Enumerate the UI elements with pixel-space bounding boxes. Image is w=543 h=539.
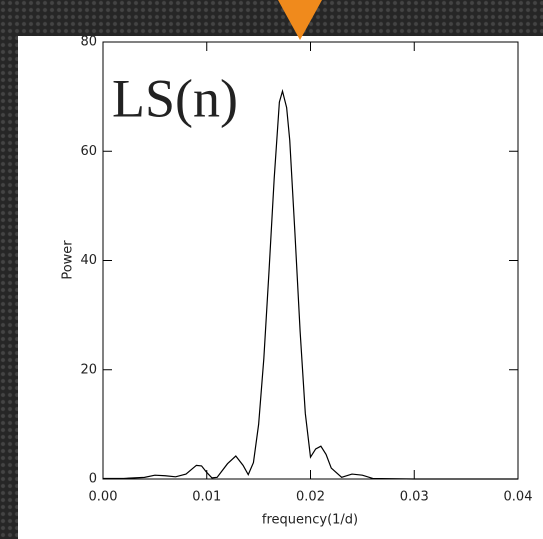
data-line bbox=[103, 88, 518, 480]
x-tick-label: 0.01 bbox=[192, 490, 221, 505]
pointer-triangle bbox=[278, 0, 322, 40]
x-tick-label: 0.04 bbox=[504, 490, 533, 505]
slide-panel bbox=[18, 36, 543, 539]
x-tick-label: 0.00 bbox=[89, 490, 118, 505]
y-tick-label: 0 bbox=[89, 472, 97, 487]
y-axis-label: Power bbox=[61, 240, 76, 280]
x-axis-label: frequency(1/d) bbox=[262, 513, 358, 528]
x-tick-label: 0.02 bbox=[296, 490, 325, 505]
x-tick-label: 0.03 bbox=[400, 490, 429, 505]
y-tick-label: 20 bbox=[80, 362, 97, 377]
y-tick-label: 40 bbox=[80, 253, 97, 268]
annotation: LS(n) bbox=[112, 68, 238, 128]
y-tick-label: 80 bbox=[80, 35, 97, 50]
y-tick-label: 60 bbox=[80, 144, 97, 159]
